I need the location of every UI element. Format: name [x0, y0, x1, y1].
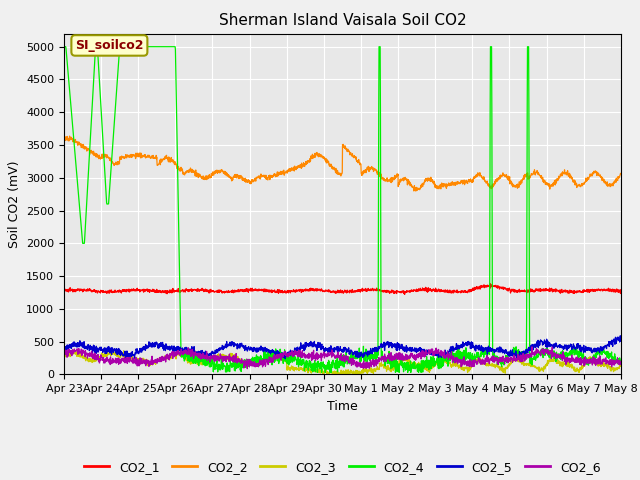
CO2_4 [601, 350, 609, 356]
CO2_6 [243, 366, 251, 372]
Line: CO2_5: CO2_5 [64, 336, 621, 360]
CO2_2 [617, 170, 625, 176]
CO2_2 [66, 133, 74, 139]
Line: CO2_3: CO2_3 [64, 350, 621, 374]
CO2_5 [88, 350, 96, 356]
CO2_6 [528, 344, 536, 350]
CO2_3 [617, 361, 625, 367]
Y-axis label: Soil CO2 (mV): Soil CO2 (mV) [8, 160, 20, 248]
CO2_1 [486, 281, 494, 287]
CO2_6 [499, 354, 506, 360]
CO2_2 [601, 180, 609, 185]
CO2_6 [316, 355, 324, 360]
Legend: CO2_1, CO2_2, CO2_3, CO2_4, CO2_5, CO2_6: CO2_1, CO2_2, CO2_3, CO2_4, CO2_5, CO2_6 [79, 456, 605, 479]
CO2_3 [319, 371, 326, 377]
CO2_1 [331, 289, 339, 295]
CO2_1 [499, 284, 507, 290]
CO2_1 [617, 287, 625, 292]
CO2_4 [316, 360, 324, 366]
CO2_1 [88, 288, 96, 294]
CO2_6 [617, 359, 625, 365]
CO2_2 [60, 136, 68, 142]
CO2_6 [602, 356, 609, 362]
CO2_3 [601, 360, 609, 366]
CO2_3 [332, 371, 339, 377]
CO2_6 [331, 355, 339, 361]
CO2_6 [88, 351, 96, 357]
CO2_3 [602, 362, 609, 368]
Text: SI_soilco2: SI_soilco2 [75, 39, 143, 52]
CO2_4 [617, 358, 625, 363]
CO2_6 [60, 352, 68, 358]
Line: CO2_6: CO2_6 [64, 347, 621, 369]
CO2_4 [601, 349, 609, 355]
CO2_6 [601, 357, 609, 363]
CO2_3 [88, 360, 96, 365]
CO2_4 [331, 361, 339, 367]
CO2_3 [316, 369, 324, 375]
CO2_5 [616, 333, 624, 338]
CO2_4 [60, 44, 68, 49]
CO2_5 [316, 344, 324, 349]
CO2_5 [60, 347, 68, 353]
CO2_5 [331, 347, 339, 352]
CO2_1 [601, 287, 609, 292]
CO2_4 [499, 359, 506, 365]
CO2_2 [602, 179, 609, 184]
Line: CO2_4: CO2_4 [64, 47, 621, 372]
CO2_2 [499, 170, 507, 176]
CO2_4 [88, 99, 96, 105]
CO2_2 [331, 167, 339, 172]
Title: Sherman Island Vaisala Soil CO2: Sherman Island Vaisala Soil CO2 [219, 13, 466, 28]
CO2_2 [89, 149, 97, 155]
Line: CO2_2: CO2_2 [64, 136, 621, 191]
CO2_2 [412, 188, 420, 194]
CO2_5 [601, 343, 609, 349]
CO2_1 [60, 288, 68, 294]
CO2_5 [499, 350, 506, 356]
CO2_3 [499, 368, 507, 374]
CO2_1 [316, 288, 324, 294]
CO2_5 [126, 357, 134, 362]
CO2_5 [617, 338, 625, 344]
Line: CO2_1: CO2_1 [64, 284, 621, 294]
CO2_4 [314, 370, 321, 375]
X-axis label: Time: Time [327, 400, 358, 413]
CO2_3 [60, 352, 68, 358]
CO2_1 [401, 291, 408, 297]
CO2_2 [316, 154, 324, 160]
CO2_5 [601, 345, 609, 350]
CO2_3 [112, 347, 120, 353]
CO2_1 [602, 287, 609, 293]
